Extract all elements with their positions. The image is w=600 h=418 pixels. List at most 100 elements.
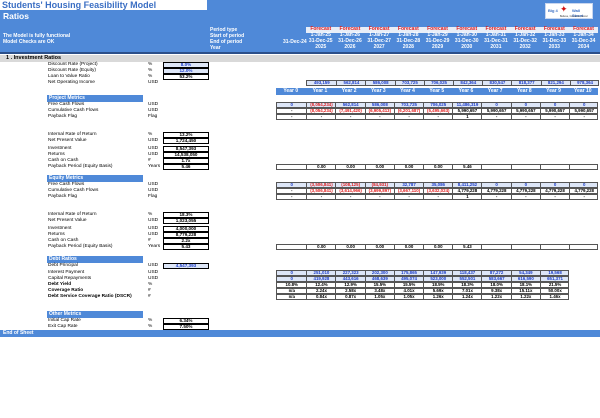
debt-yield-label: Debt Yield <box>48 282 72 287</box>
equity-investment-value[interactable]: 4,000,000 <box>163 226 209 232</box>
equity-fcf-cell: 0 <box>290 182 293 187</box>
coverage-ratio-cell: 2.24x <box>306 288 336 293</box>
model-status: The Model is fully functional <box>3 33 71 39</box>
noi-cell: 821,294 <box>540 80 571 85</box>
period-type-9: Forecast <box>568 26 599 33</box>
project-cash-on-cash-value[interactable]: 1.7x <box>163 158 209 164</box>
project-irr-label: Internal Rate of Return <box>48 132 97 137</box>
discount-rate-equity-value[interactable]: 12.0% <box>163 68 209 74</box>
period-end-7: 31-Dec-32 <box>513 38 537 44</box>
year-label: Year 6 <box>458 88 474 94</box>
debt-yield-unit: % <box>148 282 153 287</box>
ltv-value[interactable]: 53.2% <box>163 74 209 80</box>
dscr-row: n/a 0.84x 0.87x 1.05x 1.05x 1.26x 1.24x 1.22x 1.… <box>276 294 569 300</box>
period-year-0: 2025 <box>315 44 327 50</box>
project-payback-flag-cell: - <box>306 114 336 119</box>
equity-irr-value[interactable]: 18.3% <box>163 212 209 218</box>
project-payback-period-value[interactable]: 5.46 <box>163 164 209 170</box>
period-year-7: 2032 <box>519 44 531 50</box>
debt-yield-cell: 15.5% <box>393 282 424 287</box>
capital-repayments-cell: 468,639 <box>364 276 395 281</box>
period-type-4: Forecast <box>422 26 453 33</box>
eagle-icon: ✦ <box>560 4 568 14</box>
dscr-cell: 1.05x <box>393 294 424 299</box>
equity-fcf-cell: 32,787 <box>393 182 424 187</box>
equity-returns-value[interactable]: 8,779,228 <box>163 232 209 238</box>
coverage-ratio-unit: # <box>148 288 151 293</box>
period-start-6: 1-Jan-31 <box>485 32 507 38</box>
equity-cum-cf-cell: (3,632,024) <box>423 188 453 193</box>
project-fcf-cell: 0 <box>481 102 511 107</box>
period-end-0: 31-Dec-25 <box>308 38 333 44</box>
project-payback-flag-unit: Flag <box>148 114 158 119</box>
noi-cell: 842,364 <box>453 80 483 85</box>
exit-cap-rate-value[interactable]: 7.50% <box>163 324 209 330</box>
interest-payment-cell: 19,568 <box>539 270 570 275</box>
equity-payback-flag-row: ------1---- <box>276 194 599 200</box>
dscr-cell: 0.84x <box>306 294 336 299</box>
project-payback-flag-cell: - <box>393 114 424 119</box>
equity-payback-flag-cell: - <box>423 194 453 199</box>
capital-repayments-cell: 443,616 <box>335 276 365 281</box>
project-cum-cf-row: - (8,054,234) (7,491,420) (6,905,413) (6,201… <box>276 108 599 114</box>
equity-cash-on-cash-label: Cash on Cash <box>48 238 79 243</box>
interest-payment-cell: 54,349 <box>510 270 541 275</box>
interest-payment-row: 0 251,010 227,323 202,300 175,865 147,939 118,… <box>276 270 569 276</box>
project-irr-value[interactable]: 13.2% <box>163 132 209 138</box>
project-fcf-cell: (8,054,234) <box>306 102 336 107</box>
equity-returns-label: Returns <box>48 232 65 237</box>
equity-fcf-cell: (3,506,841) <box>306 182 336 187</box>
discount-rate-project-unit: % <box>148 62 153 67</box>
coverage-ratio-cell: 4.01x <box>393 288 424 293</box>
interest-payment-cell: 251,010 <box>306 270 336 275</box>
equity-irr-label: Internal Rate of Return <box>48 212 97 217</box>
project-cum-cf-cell: - <box>291 108 293 113</box>
project-cum-cf-cell: (8,054,234) <box>306 108 336 113</box>
initial-cap-rate-label: Initial Cap Rate <box>48 318 81 323</box>
period-end-6: 31-Dec-31 <box>484 38 508 44</box>
label-year: Year <box>210 45 221 51</box>
period-start-1: 1-Jan-26 <box>339 32 361 38</box>
discount-rate-project-value[interactable]: 8.0% <box>163 62 209 68</box>
equity-cash-on-cash-value[interactable]: 2.2x <box>163 238 209 244</box>
logo-tagline: Believe, Conceive, Excel <box>560 15 588 18</box>
project-cum-cf-cell: (5,495,663) <box>423 108 453 113</box>
equity-cum-cf-cell: - <box>291 188 293 193</box>
project-payback-flag-cell: - <box>481 114 511 119</box>
project-payback-period-cell: 0.00 <box>306 164 336 169</box>
debt-yield-cell: 18.5% <box>423 282 453 287</box>
interest-payment-cell: 0 <box>290 270 293 275</box>
debt-principal-value[interactable]: 4,547,393 <box>163 263 209 269</box>
dscr-cell: 0.87x <box>335 294 365 299</box>
dscr-cell: 1.22x <box>481 294 511 299</box>
project-irr-unit: % <box>148 132 153 137</box>
project-payback-flag-row: ------1---- <box>276 114 599 120</box>
debt-yield-cell: 12.4% <box>306 282 336 287</box>
project-payback-flag-cell: - <box>335 114 365 119</box>
project-returns-unit: USD <box>148 152 159 157</box>
noi-cell: 818,377 <box>511 80 541 85</box>
equity-payback-period-cell: 0.00 <box>306 244 336 249</box>
capital-repayments-cell: 651,371 <box>539 276 570 281</box>
equity-cum-cf-cell: (3,667,110) <box>393 188 424 193</box>
equity-payback-period-value[interactable]: 5.43 <box>163 244 209 250</box>
project-fcf-cell: 0 <box>539 102 570 107</box>
project-npv-value[interactable]: 1,724,450 <box>163 138 209 144</box>
equity-npv-value[interactable]: 1,023,055 <box>163 218 209 224</box>
project-cum-cf-label: Cumulative Cash Flows <box>48 108 99 113</box>
project-returns-label: Returns <box>48 152 65 157</box>
interest-payment-cell: 227,323 <box>335 270 365 275</box>
project-returns-value[interactable]: 14,538,050 <box>163 152 209 158</box>
project-payback-flag-cell: - <box>510 114 541 119</box>
coverage-ratio-cell: 15.11x <box>510 288 541 293</box>
initial-cap-rate-value[interactable]: 6.34% <box>163 318 209 324</box>
discount-rate-equity-unit: % <box>148 68 153 73</box>
debt-yield-cell: 10.8% <box>285 282 298 287</box>
coverage-ratio-row: n/a 2.24x 2.58x 3.48x 4.01x 5.69x 7.01x 9.38x 15… <box>276 288 569 294</box>
initial-cap-rate-unit: % <box>148 318 153 323</box>
project-investment-value[interactable]: 8,547,393 <box>163 146 209 152</box>
net-operating-income-label: Net Operating Income <box>48 80 95 85</box>
equity-cum-cf-label: Cumulative Cash Flows <box>48 188 99 193</box>
header-divider <box>0 52 600 54</box>
equity-payback-period-cell: 0.00 <box>423 244 453 249</box>
